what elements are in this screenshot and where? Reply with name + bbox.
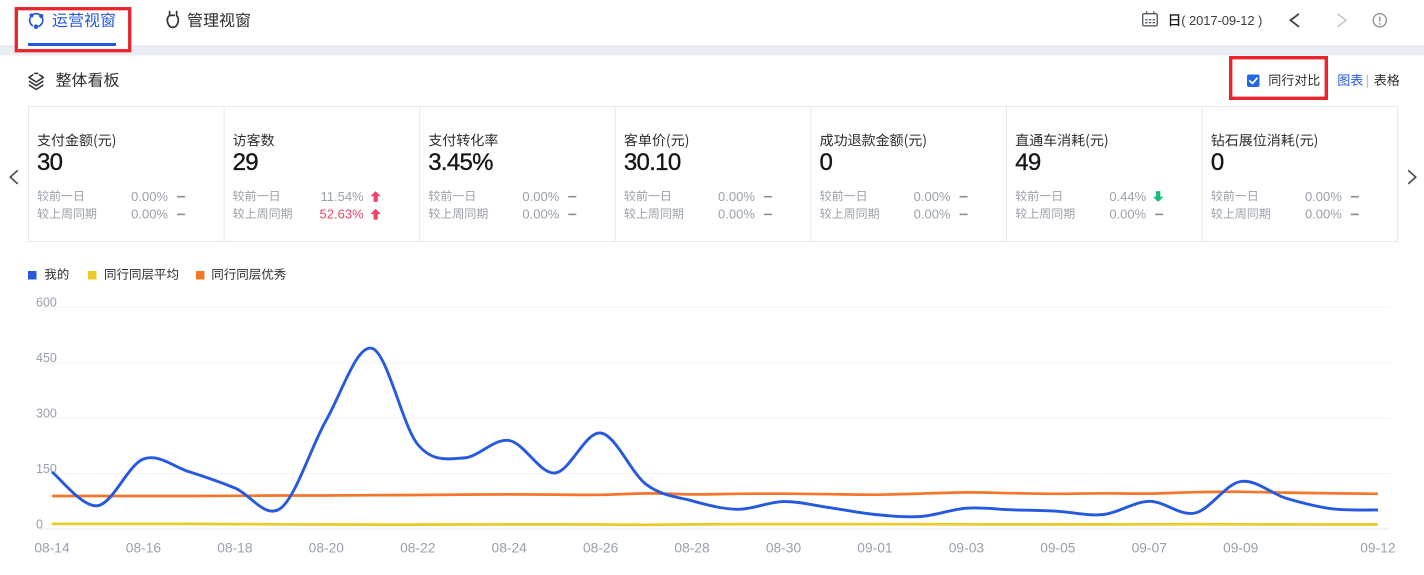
svg-text:08-14: 08-14 (34, 540, 70, 555)
svg-text:0.00%: 0.00% (131, 189, 168, 204)
svg-text:30: 30 (37, 149, 63, 176)
svg-text:08-20: 08-20 (309, 540, 345, 555)
svg-text:08-16: 08-16 (126, 540, 162, 555)
svg-text:09-07: 09-07 (1132, 540, 1167, 555)
svg-text:( 2017-09-12 ): ( 2017-09-12 ) (1181, 13, 1262, 28)
svg-text:450: 450 (36, 351, 57, 365)
svg-text:0.00%: 0.00% (522, 207, 559, 222)
svg-text:300: 300 (36, 407, 57, 421)
svg-text:0.00%: 0.00% (1305, 207, 1342, 222)
svg-text:0.00%: 0.00% (1305, 189, 1342, 204)
svg-text:08-24: 08-24 (492, 540, 528, 555)
svg-text:08-18: 08-18 (217, 540, 253, 555)
svg-text:09-12: 09-12 (1360, 540, 1395, 555)
svg-text:09-09: 09-09 (1223, 540, 1259, 555)
svg-text:0.00%: 0.00% (718, 207, 755, 222)
svg-text:11.54%: 11.54% (320, 189, 364, 204)
svg-text:3.45%: 3.45% (428, 149, 493, 176)
svg-text:08-22: 08-22 (400, 540, 435, 555)
svg-text:0.00%: 0.00% (914, 189, 951, 204)
svg-text:600: 600 (36, 296, 57, 310)
svg-text:09-03: 09-03 (949, 540, 985, 555)
svg-text:0: 0 (36, 517, 43, 531)
svg-text:0: 0 (1211, 149, 1224, 176)
svg-text:08-26: 08-26 (583, 540, 619, 555)
svg-text:0.00%: 0.00% (131, 207, 168, 222)
svg-text:30.10: 30.10 (624, 149, 681, 176)
svg-text:150: 150 (36, 462, 57, 476)
svg-text:09-01: 09-01 (857, 540, 892, 555)
svg-text:49: 49 (1015, 149, 1041, 176)
svg-text:0: 0 (820, 149, 833, 176)
svg-text:08-28: 08-28 (674, 540, 710, 555)
svg-text:0.00%: 0.00% (1109, 207, 1146, 222)
svg-text:09-05: 09-05 (1040, 540, 1076, 555)
svg-text:0.44%: 0.44% (1109, 189, 1146, 204)
svg-text:0.00%: 0.00% (914, 207, 951, 222)
svg-text:29: 29 (233, 149, 259, 176)
svg-text:0.00%: 0.00% (718, 189, 755, 204)
svg-text:08-30: 08-30 (766, 540, 802, 555)
svg-text:52.63%: 52.63% (320, 207, 365, 222)
svg-text:0.00%: 0.00% (522, 189, 559, 204)
